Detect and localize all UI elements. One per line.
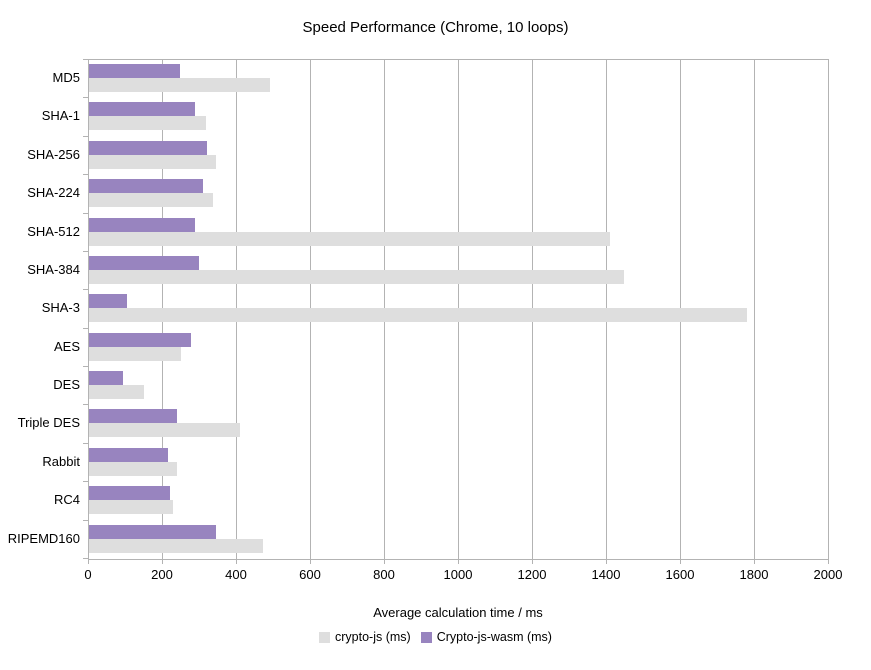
x-tick-label-800: 800 [373,567,395,582]
bar-cryptojs-sha-3 [89,308,747,322]
y-axis-tick [83,328,88,329]
x-tick-label-1400: 1400 [591,567,621,582]
x-axis-tick [88,559,89,564]
bar-cryptojs-rabbit [89,462,177,476]
bar-cryptojs-sha-384 [89,270,624,284]
y-axis-tick [83,443,88,444]
y-axis-tick [83,136,88,137]
y-axis-tick [83,558,88,559]
bar-wasm-triple-des [89,409,177,423]
x-axis-tick [384,559,385,564]
bar-wasm-ripemd160 [89,525,216,539]
x-tick-label-1800: 1800 [739,567,769,582]
y-axis-tick [83,366,88,367]
category-label-sha-3: SHA-3 [41,300,80,316]
x-axis-tick [236,559,237,564]
y-axis-tick [83,481,88,482]
bar-wasm-sha-3 [89,294,127,308]
x-tick-label-1000: 1000 [443,567,473,582]
chart-title: Speed Performance (Chrome, 10 loops) [302,19,569,36]
gridline-x-2000 [828,60,829,559]
category-label-sha-384: SHA-384 [27,261,80,277]
x-tick-label-1200: 1200 [517,567,547,582]
bar-cryptojs-ripemd160 [89,539,263,553]
bar-wasm-rabbit [89,448,168,462]
y-axis-tick [83,97,88,98]
bar-cryptojs-md5 [89,78,270,92]
category-label-sha-256: SHA-256 [27,146,80,162]
bar-cryptojs-des [89,385,144,399]
legend-swatch-wasm-icon [420,631,432,643]
x-axis-tick [310,559,311,564]
y-axis-tick [83,404,88,405]
y-axis-tick [83,174,88,175]
y-axis-tick [83,520,88,521]
category-label-ripemd160: RIPEMD160 [7,530,80,546]
bar-wasm-des [89,371,123,385]
legend-swatch-cryptojs-icon [319,631,330,643]
x-axis-tick [532,559,533,564]
legend-label-cryptojs: crypto-js (ms) [335,630,411,644]
y-axis-tick [83,289,88,290]
category-label-rabbit: Rabbit [42,453,80,469]
x-tick-label-600: 600 [299,567,321,582]
x-axis-tick [458,559,459,564]
bar-cryptojs-sha-1 [89,116,206,130]
plot-area [88,59,829,560]
y-axis-tick [83,59,88,60]
legend-item-cryptojs: crypto-js (ms) [319,630,411,644]
x-tick-label-200: 200 [151,567,173,582]
category-label-triple-des: Triple DES [17,415,80,431]
bar-cryptojs-sha-256 [89,155,216,169]
category-label-sha-224: SHA-224 [27,185,80,201]
x-axis-title: Average calculation time / ms [373,605,543,620]
bar-wasm-sha-512 [89,218,195,232]
category-label-md5: MD5 [52,70,80,85]
x-axis-tick [754,559,755,564]
category-label-rc4: RC4 [53,492,80,508]
bar-wasm-md5 [89,64,180,78]
x-tick-label-2000: 2000 [813,567,843,582]
bar-wasm-sha-256 [89,141,207,155]
x-axis-tick [828,559,829,564]
legend-label-wasm: Crypto-js-wasm (ms) [436,630,552,644]
bar-wasm-sha-224 [89,179,203,193]
category-label-sha-1: SHA-1 [41,108,80,124]
x-axis-tick [680,559,681,564]
category-label-aes: AES [53,338,80,354]
x-tick-label-1600: 1600 [665,567,695,582]
y-axis-tick [83,251,88,252]
bar-cryptojs-triple-des [89,423,240,437]
legend: crypto-js (ms) Crypto-js-wasm (ms) [0,630,871,644]
x-axis-tick [162,559,163,564]
bar-cryptojs-sha-512 [89,232,610,246]
bar-wasm-rc4 [89,486,170,500]
bar-cryptojs-rc4 [89,500,173,514]
category-label-des: DES [53,377,80,393]
bar-cryptojs-aes [89,347,181,361]
x-tick-label-0: 0 [84,567,92,582]
gridline-x-1800 [754,60,755,559]
bar-wasm-aes [89,333,191,347]
y-axis-tick [83,213,88,214]
legend-item-wasm: Crypto-js-wasm (ms) [420,630,552,644]
bar-wasm-sha-1 [89,102,195,116]
x-axis-tick [606,559,607,564]
bar-wasm-sha-384 [89,256,199,270]
x-tick-label-400: 400 [225,567,247,582]
category-label-sha-512: SHA-512 [27,223,80,239]
bar-cryptojs-sha-224 [89,193,213,207]
